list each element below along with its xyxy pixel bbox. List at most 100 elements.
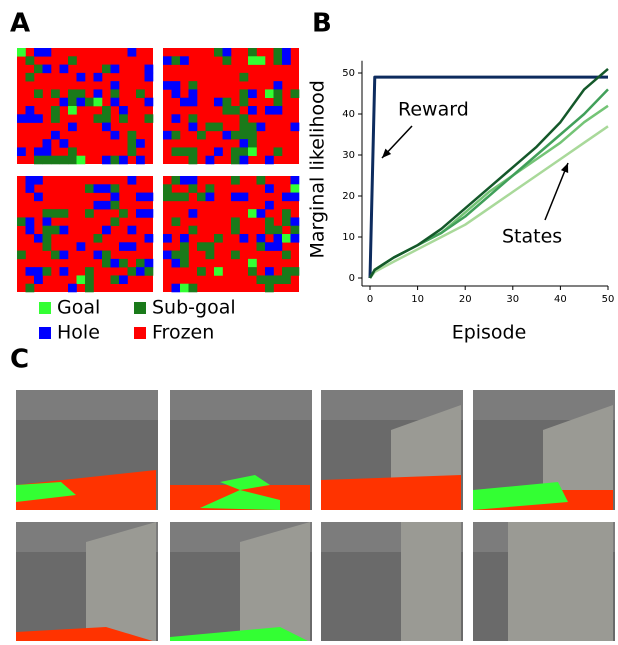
y-tick-label: 20 (342, 191, 355, 202)
grid-cell (180, 193, 189, 202)
grid-cell (231, 193, 240, 202)
grid-cell (265, 217, 274, 226)
grid-cell (77, 73, 86, 82)
grid-cell (223, 106, 232, 115)
grid-cell (94, 73, 103, 82)
grid-cell (111, 275, 120, 284)
grid-cell (206, 156, 215, 165)
y-axis-label: Marginal likelihood (307, 80, 329, 258)
grid-cell (43, 234, 52, 243)
grid-cell (145, 65, 154, 74)
panel-label: C (10, 345, 29, 375)
grid-cell (180, 259, 189, 268)
grid-cell (240, 147, 249, 156)
grid-cell (68, 147, 77, 156)
grid-cell (119, 242, 128, 251)
grid-cell (34, 275, 43, 284)
grid-cell (136, 89, 145, 98)
grid-cell (111, 201, 120, 210)
grid-cell (214, 98, 223, 107)
grid-cell (111, 81, 120, 90)
grid-cell (240, 156, 249, 165)
grid-cell (223, 56, 232, 65)
grid-cell (274, 89, 283, 98)
grid-cell (282, 275, 291, 284)
grid-cell (248, 139, 257, 148)
grid-cell (111, 98, 120, 107)
grid-cell (163, 251, 172, 260)
grid-cell (274, 98, 283, 107)
grid-cell (85, 267, 94, 276)
y-tick-label: 30 (342, 150, 355, 161)
grid-cell (180, 98, 189, 107)
tile-wall (86, 522, 156, 641)
grid-cell (240, 139, 249, 148)
legend-label: Sub-goal (152, 297, 236, 319)
grid-cell (197, 131, 206, 140)
grid-cell (43, 156, 52, 165)
grid-cell (214, 123, 223, 132)
grid-cell (274, 56, 283, 65)
y-tick-label: 50 (342, 68, 355, 79)
render-tile (473, 522, 615, 641)
grid-cell (180, 56, 189, 65)
grid-cell (136, 267, 145, 276)
grid-cell (197, 242, 206, 251)
grid-cell (85, 275, 94, 284)
grid-cell (231, 147, 240, 156)
figure: A B C GoalSub-goalHoleFrozen 01020304050… (0, 0, 618, 641)
arrow-head (561, 163, 568, 173)
grid-cell (68, 123, 77, 132)
grid-cell (85, 184, 94, 193)
grid-cell (240, 234, 249, 243)
grid-cell (26, 56, 35, 65)
grid-cell (26, 106, 35, 115)
grid-cell (111, 65, 120, 74)
grid-cell (102, 226, 111, 235)
grid-cell (26, 176, 35, 185)
grid-cell (257, 176, 266, 185)
grid-cell (111, 217, 120, 226)
grid-cell (34, 147, 43, 156)
grid-cell (282, 267, 291, 276)
grid-cell (128, 48, 137, 57)
grid-cell (189, 226, 198, 235)
grid-cell (43, 242, 52, 251)
legend-swatch (39, 302, 51, 314)
panel-label: B (312, 9, 332, 39)
grid-cell (291, 176, 300, 185)
grid-cell (172, 56, 181, 65)
grid-cell (172, 114, 181, 123)
grid-cell (60, 98, 69, 107)
grid-cell (240, 123, 249, 132)
grid-cell (94, 98, 103, 107)
grid-cell (102, 114, 111, 123)
grid-cell (51, 251, 60, 260)
grid-cell (189, 184, 198, 193)
grid-cell (282, 251, 291, 260)
grid-cell (51, 226, 60, 235)
grid-cell (111, 193, 120, 202)
grid-cell (172, 193, 181, 202)
grid-cell (136, 139, 145, 148)
grid-cell (163, 184, 172, 193)
grid-cell (282, 217, 291, 226)
grid-cell (291, 267, 300, 276)
grid-cell (274, 234, 283, 243)
grid-cell (189, 114, 198, 123)
x-tick-label: 30 (506, 294, 519, 305)
grid-cell (102, 65, 111, 74)
grid-cell (17, 114, 26, 123)
render-tile (473, 390, 615, 510)
grid-cell (240, 89, 249, 98)
grid-cell (145, 259, 154, 268)
grid-cell (163, 81, 172, 90)
tile-ceiling (170, 390, 312, 420)
grid-cell (231, 217, 240, 226)
grid-cell (128, 226, 137, 235)
grid-cell (26, 73, 35, 82)
grid-cell (180, 284, 189, 293)
grid-cell (43, 217, 52, 226)
tile-ceiling (16, 390, 158, 420)
grid-cell (282, 234, 291, 243)
